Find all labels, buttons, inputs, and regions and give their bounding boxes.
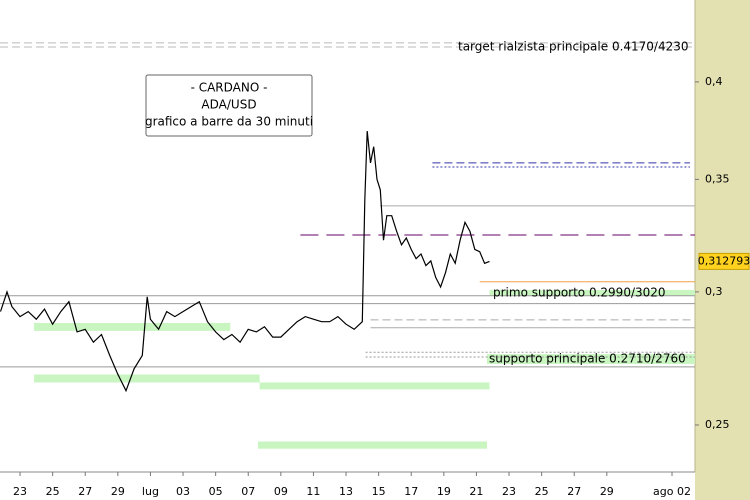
x-tick-label: 21 (469, 485, 483, 498)
x-tick-label: 13 (339, 485, 353, 498)
x-tick-label: ago 02 (653, 485, 691, 498)
x-tick-label: 09 (274, 485, 288, 498)
x-tick-label: 23 (502, 485, 516, 498)
x-tick-label: 25 (46, 485, 60, 498)
x-tick-label: 23 (13, 485, 27, 498)
info-text: ADA/USD (201, 98, 256, 112)
info-box (145, 74, 313, 137)
zone (489, 289, 695, 296)
y-tick-label: 0,35 (705, 172, 730, 185)
zone (487, 354, 695, 364)
x-tick-label: 27 (567, 485, 581, 498)
info-text: - CARDANO - (191, 81, 268, 95)
last-price-box (698, 252, 750, 270)
zone (34, 322, 231, 331)
x-tick-label: 19 (437, 485, 451, 498)
price-line (0, 130, 490, 393)
info-text: grafico a barre da 30 minuti (145, 115, 313, 129)
zone-label: primo supporto 0.2990/3020 (493, 285, 666, 299)
x-tick-label: 15 (372, 485, 386, 498)
x-tick-label: 03 (176, 485, 190, 498)
zone-label: supporto principale 0.2710/2760 (489, 351, 686, 365)
x-tick-label: 05 (209, 485, 223, 498)
y-tick-label: 0,4 (705, 75, 723, 88)
zone (258, 441, 488, 449)
last-price-label: 0,312793 (698, 254, 750, 267)
x-tick-label: 29 (600, 485, 614, 498)
y-tick-label: 0,3 (705, 285, 723, 298)
y-axis-panel (695, 0, 750, 500)
zone (259, 382, 490, 390)
x-tick-label: 11 (306, 485, 320, 498)
zone (34, 374, 260, 383)
x-tick-label: 07 (241, 485, 255, 498)
x-tick-label: 17 (404, 485, 418, 498)
y-tick-label: 0,25 (705, 418, 730, 431)
x-tick-label: 25 (535, 485, 549, 498)
target-label: target rialzista principale 0.4170/4230 (458, 40, 689, 54)
x-tick-label: lug (142, 485, 159, 498)
x-tick-label: 27 (78, 485, 92, 498)
x-tick-label: 29 (111, 485, 125, 498)
